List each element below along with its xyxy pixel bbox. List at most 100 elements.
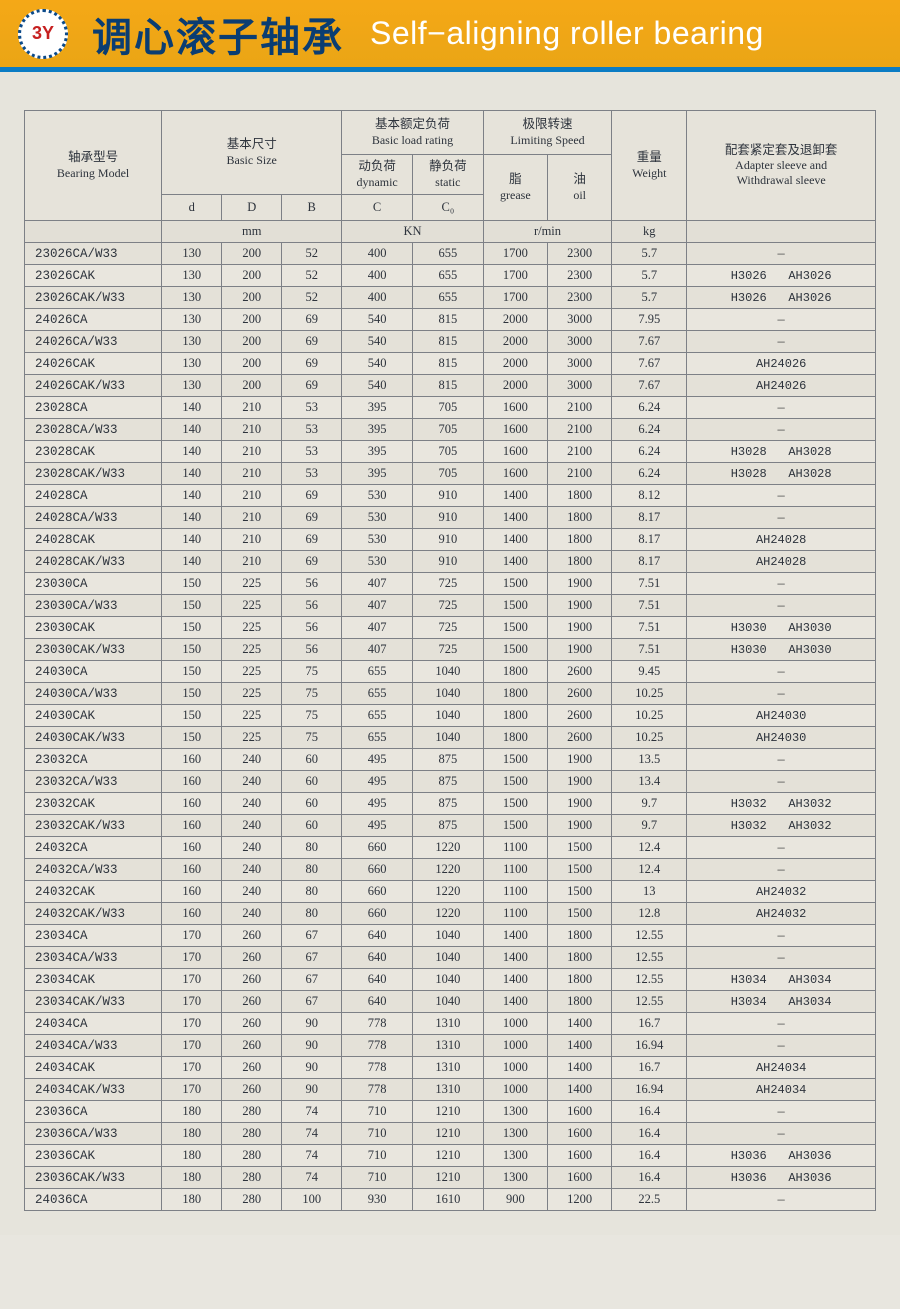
- cell-model: 24036CA: [25, 1189, 162, 1211]
- cell-D: 240: [222, 793, 282, 815]
- cell-adapter: H3026 AH3026: [687, 287, 876, 309]
- cell-C: 495: [342, 815, 413, 837]
- cell-grease: 1400: [483, 529, 547, 551]
- cell-C0: 725: [412, 573, 483, 595]
- cell-C0: 1040: [412, 947, 483, 969]
- table-row: 23030CA/W3315022556407725150019007.51—: [25, 595, 876, 617]
- cell-D: 240: [222, 903, 282, 925]
- cell-model: 23028CA/W33: [25, 419, 162, 441]
- cell-oil: 1400: [548, 1035, 612, 1057]
- cell-D: 210: [222, 507, 282, 529]
- cell-adapter: H3028 AH3028: [687, 463, 876, 485]
- cell-adapter: H3032 AH3032: [687, 793, 876, 815]
- cell-oil: 1900: [548, 639, 612, 661]
- cell-C0: 1040: [412, 683, 483, 705]
- cell-oil: 1800: [548, 969, 612, 991]
- table-row: 24034CA/W331702609077813101000140016.94—: [25, 1035, 876, 1057]
- table-row: 24034CAK1702609077813101000140016.7AH240…: [25, 1057, 876, 1079]
- cell-weight: 12.4: [612, 859, 687, 881]
- cell-C0: 1040: [412, 991, 483, 1013]
- cell-D: 260: [222, 969, 282, 991]
- cell-d: 180: [162, 1123, 222, 1145]
- cell-oil: 1500: [548, 881, 612, 903]
- cell-D: 200: [222, 243, 282, 265]
- cell-model: 24034CAK/W33: [25, 1079, 162, 1101]
- cell-C0: 705: [412, 441, 483, 463]
- cell-grease: 1100: [483, 903, 547, 925]
- cell-grease: 1800: [483, 661, 547, 683]
- cell-grease: 1400: [483, 947, 547, 969]
- cell-model: 24034CA/W33: [25, 1035, 162, 1057]
- cell-oil: 3000: [548, 331, 612, 353]
- cell-grease: 1600: [483, 463, 547, 485]
- table-row: 24026CA/W3313020069540815200030007.67—: [25, 331, 876, 353]
- cell-adapter: H3026 AH3026: [687, 265, 876, 287]
- cell-B: 69: [282, 529, 342, 551]
- cell-B: 69: [282, 331, 342, 353]
- cell-model: 24032CAK/W33: [25, 903, 162, 925]
- cell-d: 180: [162, 1167, 222, 1189]
- cell-oil: 1800: [548, 947, 612, 969]
- cell-d: 130: [162, 353, 222, 375]
- cell-C0: 815: [412, 353, 483, 375]
- cell-C0: 1310: [412, 1079, 483, 1101]
- cell-oil: 1800: [548, 925, 612, 947]
- cell-model: 23030CA/W33: [25, 595, 162, 617]
- table-row: 23036CA/W331802807471012101300160016.4—: [25, 1123, 876, 1145]
- cell-C: 640: [342, 947, 413, 969]
- cell-B: 56: [282, 573, 342, 595]
- cell-adapter: —: [687, 1013, 876, 1035]
- cell-adapter: H3030 AH3030: [687, 639, 876, 661]
- title-en: Self−aligning roller bearing: [370, 15, 764, 52]
- cell-oil: 2600: [548, 661, 612, 683]
- cell-model: 23036CA: [25, 1101, 162, 1123]
- cell-d: 150: [162, 727, 222, 749]
- cell-adapter: AH24030: [687, 727, 876, 749]
- table-row: 24028CAK/W3314021069530910140018008.17AH…: [25, 551, 876, 573]
- cell-C0: 1210: [412, 1123, 483, 1145]
- cell-weight: 8.17: [612, 551, 687, 573]
- cell-adapter: —: [687, 507, 876, 529]
- cell-C0: 1610: [412, 1189, 483, 1211]
- cell-weight: 6.24: [612, 463, 687, 485]
- cell-D: 240: [222, 815, 282, 837]
- cell-d: 170: [162, 1013, 222, 1035]
- table-row: 24026CAK13020069540815200030007.67AH2402…: [25, 353, 876, 375]
- cell-B: 69: [282, 375, 342, 397]
- cell-weight: 7.51: [612, 617, 687, 639]
- cell-weight: 12.55: [612, 969, 687, 991]
- cell-D: 210: [222, 441, 282, 463]
- cell-C0: 725: [412, 595, 483, 617]
- cell-C0: 1040: [412, 969, 483, 991]
- table-row: 23032CAK16024060495875150019009.7H3032 A…: [25, 793, 876, 815]
- cell-oil: 1900: [548, 595, 612, 617]
- cell-adapter: H3034 AH3034: [687, 991, 876, 1013]
- cell-grease: 1100: [483, 859, 547, 881]
- cell-B: 56: [282, 617, 342, 639]
- table-row: 23028CAK/W3314021053395705160021006.24H3…: [25, 463, 876, 485]
- cell-weight: 16.7: [612, 1057, 687, 1079]
- cell-model: 23026CAK: [25, 265, 162, 287]
- cell-C0: 655: [412, 243, 483, 265]
- cell-d: 140: [162, 529, 222, 551]
- cell-D: 260: [222, 1057, 282, 1079]
- cell-d: 140: [162, 485, 222, 507]
- cell-adapter: H3030 AH3030: [687, 617, 876, 639]
- col-grease: 脂 grease: [483, 155, 547, 221]
- cell-weight: 5.7: [612, 243, 687, 265]
- cell-B: 69: [282, 353, 342, 375]
- cell-weight: 5.7: [612, 265, 687, 287]
- cell-weight: 8.17: [612, 529, 687, 551]
- cell-adapter: AH24026: [687, 375, 876, 397]
- cell-C: 540: [342, 331, 413, 353]
- cell-D: 225: [222, 639, 282, 661]
- cell-B: 75: [282, 705, 342, 727]
- table-row: 23034CA1702606764010401400180012.55—: [25, 925, 876, 947]
- cell-C0: 1210: [412, 1101, 483, 1123]
- cell-C: 407: [342, 617, 413, 639]
- table-row: 23034CA/W331702606764010401400180012.55—: [25, 947, 876, 969]
- cell-oil: 1800: [548, 529, 612, 551]
- cell-D: 280: [222, 1145, 282, 1167]
- cell-d: 150: [162, 705, 222, 727]
- unit-kn: KN: [342, 221, 483, 243]
